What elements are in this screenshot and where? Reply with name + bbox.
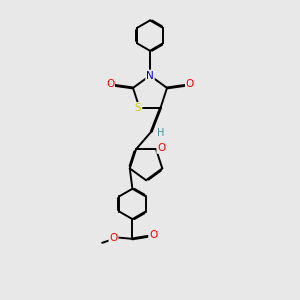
Text: O: O — [157, 143, 166, 153]
Text: O: O — [110, 232, 118, 242]
Text: N: N — [146, 70, 154, 81]
Text: O: O — [149, 230, 157, 240]
Text: O: O — [106, 79, 114, 89]
Text: H: H — [157, 128, 164, 138]
Text: O: O — [186, 79, 194, 89]
Text: S: S — [135, 103, 142, 113]
